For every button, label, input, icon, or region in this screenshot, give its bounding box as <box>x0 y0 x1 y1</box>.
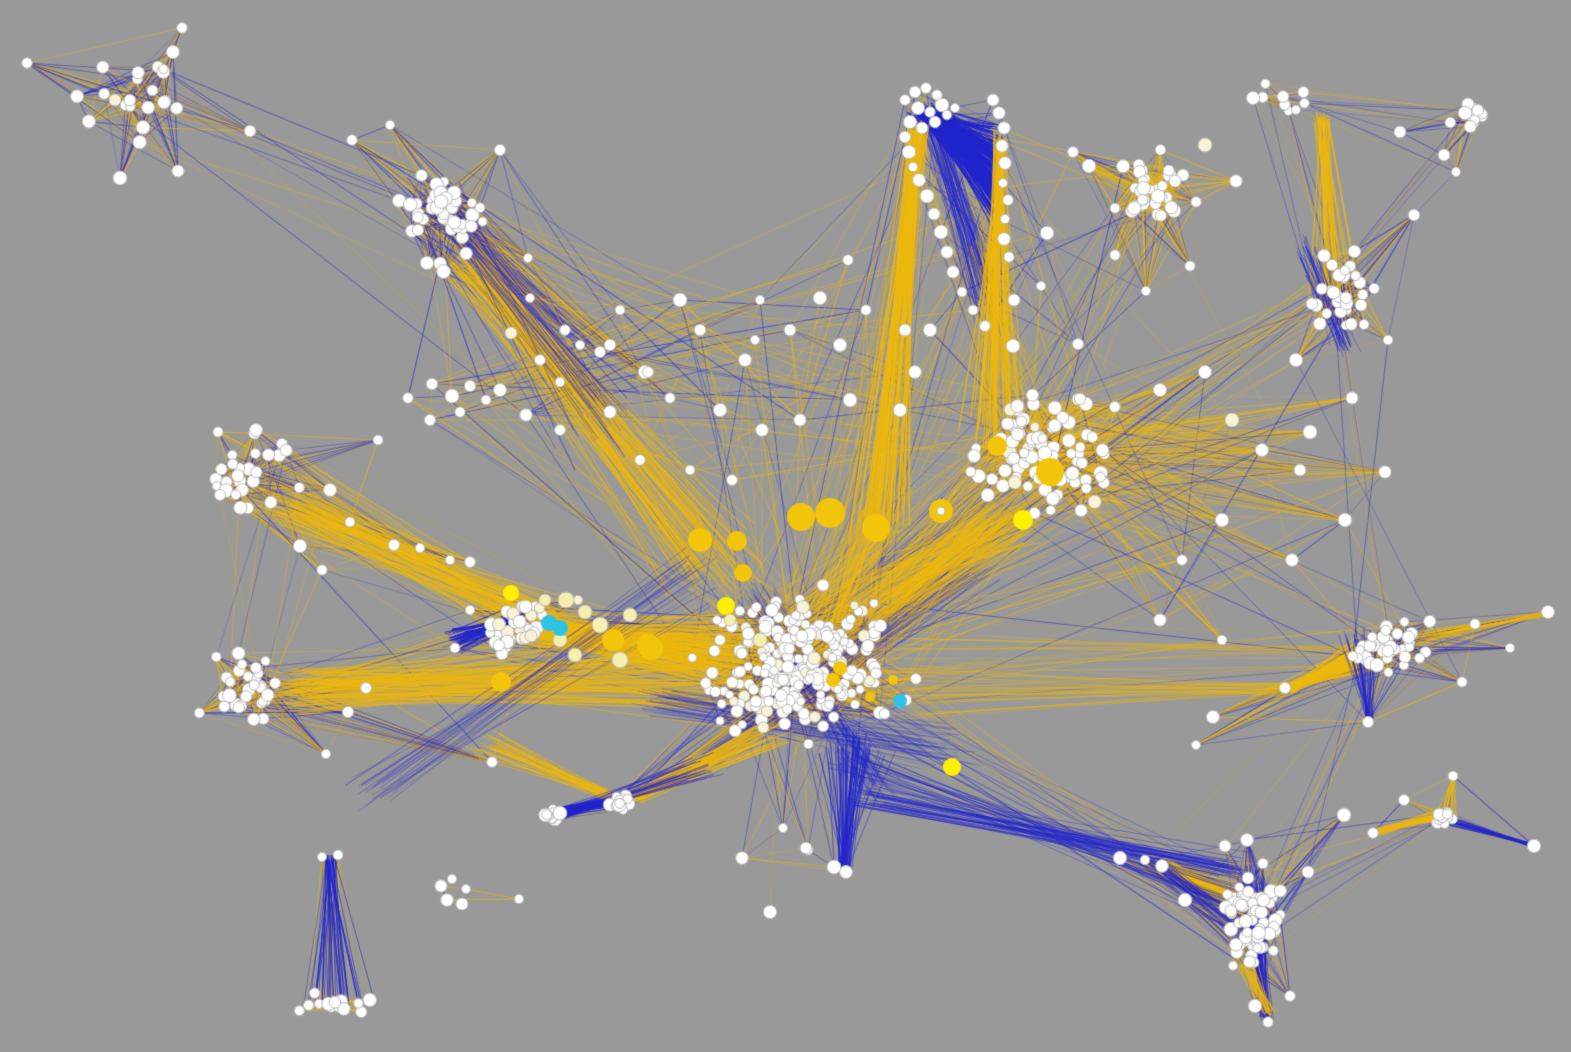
network-graph-canvas[interactable] <box>0 0 1571 1052</box>
graph-viewport[interactable] <box>0 0 1571 1052</box>
